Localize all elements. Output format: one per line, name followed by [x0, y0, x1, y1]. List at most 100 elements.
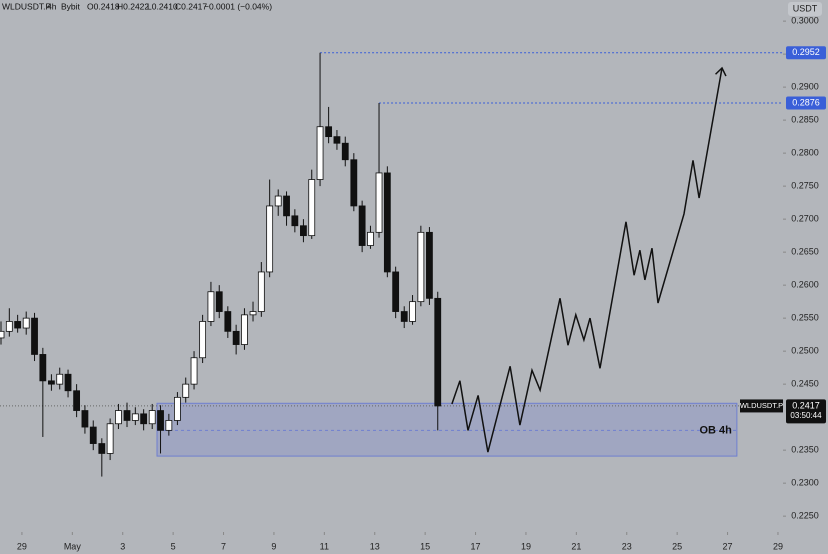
x-tick-label: 5	[171, 541, 176, 551]
candle-body	[325, 126, 333, 138]
candle-body	[367, 231, 374, 246]
y-tick-label: 0.2700	[791, 214, 819, 224]
y-tick-label: 0.2900	[791, 82, 819, 92]
candle-body	[241, 314, 248, 345]
candle-body	[291, 215, 299, 227]
candle-body	[266, 205, 274, 273]
candle-body	[341, 142, 349, 161]
x-tick-label: 21	[571, 541, 581, 551]
candle-body	[333, 136, 341, 144]
x-tick-label: 11	[320, 541, 329, 551]
symbol: WLDUSDT.P	[2, 1, 51, 11]
candle-body	[392, 271, 400, 312]
ob-label: OB 4h	[699, 424, 732, 436]
x-tick-label: 29	[17, 541, 27, 551]
level-label-box	[786, 46, 826, 60]
candle-body	[165, 420, 173, 431]
candle-body	[383, 172, 391, 273]
y-tick-label: 0.2850	[791, 115, 819, 125]
candle-body	[316, 126, 324, 180]
candle-body	[215, 291, 223, 312]
candle-body	[417, 231, 425, 303]
candle-body	[48, 380, 55, 385]
candle-body	[199, 321, 207, 359]
candle-body	[274, 195, 282, 207]
ohlc-high: H0.2422	[117, 1, 149, 11]
ob-zone	[156, 402, 738, 457]
last-price-value: 0.2417	[792, 400, 820, 410]
candle-body	[98, 443, 106, 454]
candle-body	[73, 390, 81, 411]
currency-box	[788, 2, 822, 16]
candle-body	[140, 413, 148, 425]
candle-body	[148, 410, 156, 425]
x-tick-label: 23	[622, 541, 632, 551]
candle-body	[358, 205, 366, 246]
last-price-countdown: 03:50:44	[790, 411, 822, 420]
x-tick-label: 9	[271, 541, 276, 551]
last-price-name: WLDUSDT.P	[740, 401, 783, 410]
candle-body	[283, 195, 290, 217]
candle-body	[131, 413, 139, 421]
level-label-box	[786, 96, 826, 110]
candle-body	[123, 410, 131, 421]
ohlc-low: L0.2410	[147, 1, 178, 11]
candle-body	[249, 311, 257, 316]
y-tick-label: 0.2750	[791, 181, 819, 191]
x-tick-label: 29	[773, 541, 783, 551]
y-tick-label: 0.2250	[791, 511, 819, 521]
interval: 4h	[47, 1, 57, 11]
y-tick-label: 0.3000	[791, 15, 819, 25]
y-tick-label: 0.2450	[791, 379, 819, 389]
y-tick-label: 0.2500	[791, 346, 819, 356]
candle-body	[56, 373, 64, 385]
candle-body	[157, 410, 164, 431]
candle-body	[0, 330, 5, 339]
x-tick-label: 19	[521, 541, 531, 551]
x-tick-label: 7	[221, 541, 226, 551]
candle-body	[308, 179, 316, 237]
level-label: 0.2876	[792, 97, 820, 107]
candle-body	[64, 373, 72, 392]
candle-body	[224, 311, 232, 332]
x-tick-label: 27	[723, 541, 733, 551]
candle-body	[232, 330, 240, 345]
level-label: 0.2952	[792, 47, 820, 57]
x-tick-label: 15	[420, 541, 430, 551]
candle-body	[190, 357, 198, 385]
candle-body	[174, 396, 181, 421]
y-tick-label: 0.2350	[791, 445, 819, 455]
currency: USDT	[793, 3, 818, 13]
candle-body	[434, 297, 442, 407]
x-tick-label: 3	[120, 541, 125, 551]
candle-body	[300, 225, 307, 237]
candle-body	[115, 410, 122, 425]
x-tick-label: 13	[370, 541, 380, 551]
candle-body	[14, 321, 22, 329]
candle-body	[89, 426, 97, 444]
last-price-name-box	[740, 399, 783, 413]
candle-body	[409, 301, 416, 322]
y-tick-label: 0.2550	[791, 313, 819, 323]
y-tick-label: 0.2600	[791, 280, 819, 290]
candle-body	[207, 291, 215, 322]
last-price-box	[786, 399, 826, 424]
candle-body	[350, 159, 358, 207]
candle-body	[106, 423, 114, 454]
ohlc-close: C0.2417	[175, 1, 207, 11]
candle-body	[31, 317, 38, 355]
candle-body	[39, 354, 47, 382]
candle-body	[257, 271, 265, 312]
ohlc-open: O0.2418	[87, 1, 120, 11]
y-tick-label: 0.2650	[791, 247, 819, 257]
exchange: Bybit	[61, 1, 81, 11]
candle-body	[22, 317, 30, 329]
x-tick-label: 17	[471, 541, 481, 551]
candle-body	[182, 383, 190, 398]
candle-body	[426, 231, 433, 299]
candle-body	[375, 172, 383, 233]
y-tick-label: 0.2800	[791, 148, 819, 158]
